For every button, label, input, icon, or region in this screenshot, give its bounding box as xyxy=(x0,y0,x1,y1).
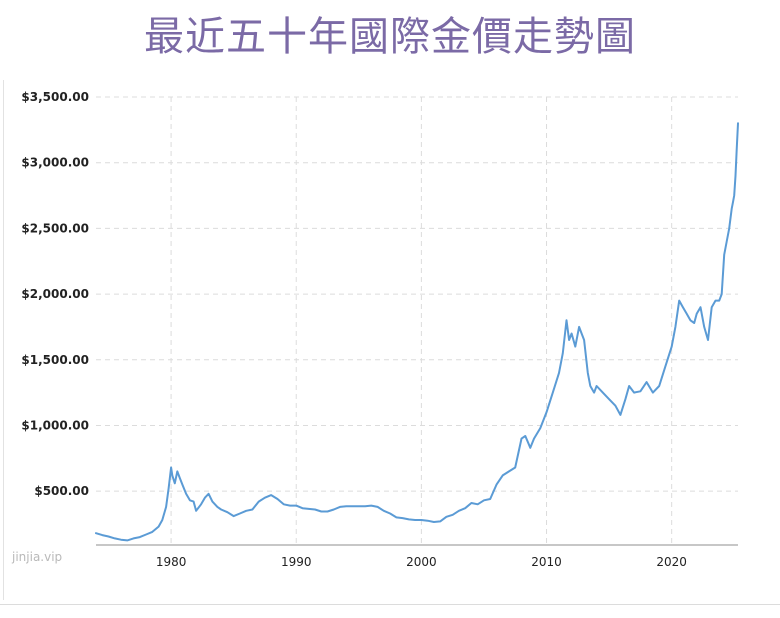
x-tick-label: 1990 xyxy=(281,555,312,569)
bottom-border xyxy=(0,604,780,605)
y-tick-label: $3,000.00 xyxy=(21,156,89,170)
y-tick-label: $1,500.00 xyxy=(21,353,89,367)
x-tick-label: 1980 xyxy=(156,555,187,569)
watermark: jinjia.vip xyxy=(12,550,63,564)
gold-price-line xyxy=(95,122,739,542)
grid-lines xyxy=(96,96,738,545)
x-tick-label: 2000 xyxy=(406,555,437,569)
y-tick-label: $500.00 xyxy=(34,484,89,498)
y-tick-label: $2,500.00 xyxy=(21,221,89,235)
left-border xyxy=(3,80,4,600)
x-tick-label: 2020 xyxy=(656,555,687,569)
y-tick-label: $1,000.00 xyxy=(21,418,89,432)
chart-title: 最近五十年國際金價走勢圖 xyxy=(144,14,636,60)
y-tick-label: $3,500.00 xyxy=(21,90,89,104)
x-tick-label: 2010 xyxy=(531,555,562,569)
y-axis-ticks: $500.00 $1,000.00 $1,500.00 $2,000.00 $2,500… xyxy=(21,90,89,498)
x-axis-ticks: 1980 1990 2000 2010 2020 xyxy=(156,555,687,569)
y-tick-label: $2,000.00 xyxy=(21,287,89,301)
